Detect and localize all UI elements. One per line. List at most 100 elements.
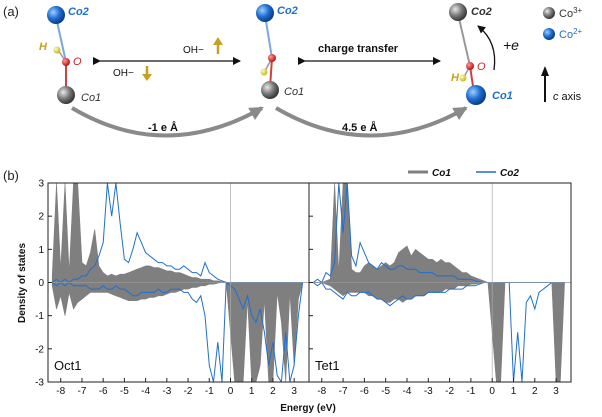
x-tick-label: -6 bbox=[99, 386, 108, 397]
dos-plot-tet1: -8 -7 -6 -5 -4 -3 -2 -1 0 1 2 3 Tet1 bbox=[308, 182, 572, 397]
oh-down-arrow-icon bbox=[142, 66, 152, 81]
legend-co3-text: Co bbox=[559, 8, 573, 20]
y-tick-label: 3 bbox=[38, 179, 44, 190]
x-tick-label: 2 bbox=[532, 386, 538, 397]
curve-arrow-2 bbox=[274, 106, 468, 138]
label-h: H bbox=[39, 41, 48, 53]
subplot-title: Oct1 bbox=[54, 358, 81, 373]
y-tick-label: -3 bbox=[35, 378, 44, 389]
x-tick-label: -5 bbox=[381, 386, 390, 397]
electron-transfer-arrow bbox=[477, 25, 496, 71]
label-co2: Co2 bbox=[471, 6, 492, 18]
x-tick-label: -4 bbox=[141, 386, 150, 397]
x-tick-label: 2 bbox=[270, 386, 276, 397]
structure-right: Co2 O H Co1 +e bbox=[449, 3, 519, 105]
legend-co3-sup: 3+ bbox=[573, 6, 582, 15]
bond-co2-o bbox=[55, 16, 67, 63]
structure-left: Co2 H O Co1 bbox=[39, 6, 101, 104]
x-tick-label: -3 bbox=[424, 386, 433, 397]
atom-hydrogen bbox=[53, 46, 61, 54]
x-tick-label: -2 bbox=[184, 386, 193, 397]
curve-arrow-1 bbox=[70, 106, 264, 138]
legend-co2-sup: 2+ bbox=[573, 27, 582, 36]
curve-arrow-1-label: -1 e Å bbox=[148, 121, 178, 134]
x-tick-label: -7 bbox=[339, 386, 348, 397]
subplot-title: Tet1 bbox=[315, 358, 340, 373]
series-co2-down-line bbox=[51, 281, 304, 382]
legend-co3-grey-icon bbox=[543, 7, 555, 19]
x-tick-label: -3 bbox=[162, 386, 171, 397]
legend-co1-label: Co1 bbox=[432, 168, 451, 179]
legend-co2-label: Co2 bbox=[500, 168, 519, 179]
x-tick-label: -2 bbox=[445, 386, 454, 397]
dos-plot-oct1: -3 -2 -1 0 1 2 3 -8 -7 -6 -5 -4 -3 -2 -1 0 1 2 3 Oct1 bbox=[35, 179, 310, 397]
structure-middle: Co2 Co1 bbox=[256, 4, 304, 99]
legend-co2-blue-icon bbox=[543, 28, 555, 40]
atom-co1-grey bbox=[57, 86, 75, 104]
oh-exchange-arrow: OH− OH− bbox=[93, 37, 241, 81]
c-axis-rest: axis bbox=[559, 91, 582, 103]
label-co1: Co1 bbox=[492, 90, 513, 102]
atom-oxygen bbox=[62, 58, 70, 66]
oh-up-label: OH− bbox=[183, 45, 204, 56]
plus-e-label: +e bbox=[503, 37, 519, 53]
ion-legend: Co3+ Co2+ bbox=[543, 6, 583, 41]
x-tick-label: 1 bbox=[249, 386, 255, 397]
label-o: O bbox=[477, 61, 486, 73]
x-tick-label: -1 bbox=[466, 386, 475, 397]
x-axis-label: Energy (eV) bbox=[280, 403, 336, 414]
x-tick-label: 0 bbox=[228, 386, 234, 397]
atom-hydrogen bbox=[260, 68, 268, 76]
c-axis-c: c bbox=[553, 91, 559, 103]
atom-oxygen bbox=[466, 62, 474, 70]
label-co2: Co2 bbox=[277, 5, 298, 17]
legend-co2-text: Co bbox=[559, 29, 573, 41]
label-co1: Co1 bbox=[81, 92, 101, 104]
series-co1-up-fill bbox=[51, 183, 303, 283]
x-tick-label: 0 bbox=[489, 386, 495, 397]
svg-text:Co3+: Co3+ bbox=[559, 6, 583, 20]
x-tick-label: 1 bbox=[511, 386, 517, 397]
x-tick-label: -8 bbox=[56, 386, 65, 397]
atom-co3-grey bbox=[449, 3, 467, 21]
y-tick-label: -2 bbox=[35, 344, 44, 355]
oh-up-arrow-icon bbox=[213, 37, 223, 54]
label-h: H bbox=[451, 72, 460, 84]
x-tick-label: -1 bbox=[205, 386, 214, 397]
curve-arrow-2-label: 4.5 e Å bbox=[342, 121, 378, 134]
atom-co2-blue bbox=[466, 85, 486, 105]
x-tick-label: -5 bbox=[120, 386, 129, 397]
panel-b-label: (b) bbox=[3, 168, 19, 183]
x-tick-label: -8 bbox=[317, 386, 326, 397]
y-tick-label: 1 bbox=[38, 245, 44, 256]
c-axis-indicator: c axis bbox=[541, 66, 582, 103]
series-co1-up-fill bbox=[313, 183, 565, 283]
panel-a-label: (a) bbox=[3, 4, 19, 19]
x-tick-label: -4 bbox=[403, 386, 412, 397]
series-co1-down-fill bbox=[51, 282, 303, 382]
x-tick-label: 3 bbox=[291, 386, 297, 397]
atom-hydrogen bbox=[459, 74, 467, 82]
panel-b: (b) Density of states Energy (eV) Co1 Co… bbox=[3, 168, 572, 414]
y-axis-label: Density of states bbox=[17, 243, 28, 323]
svg-text:Co2+: Co2+ bbox=[559, 27, 583, 41]
dos-legend: Co1 Co2 bbox=[408, 168, 519, 179]
oh-down-label: OH− bbox=[113, 68, 134, 79]
label-co1: Co1 bbox=[284, 86, 304, 98]
plot-area bbox=[51, 183, 304, 382]
x-tick-label: -6 bbox=[360, 386, 369, 397]
x-tick-label: -7 bbox=[77, 386, 86, 397]
label-co2: Co2 bbox=[68, 6, 89, 18]
atom-co2-blue bbox=[47, 6, 65, 24]
atom-co2-blue bbox=[256, 4, 274, 22]
atom-co1-grey bbox=[261, 81, 279, 99]
y-tick-label: -1 bbox=[35, 311, 44, 322]
x-tick-label: 3 bbox=[553, 386, 559, 397]
y-tick-label: 2 bbox=[38, 212, 44, 223]
series-co2-down-line bbox=[312, 281, 565, 382]
charge-transfer-arrow: charge transfer bbox=[298, 43, 441, 65]
label-o: O bbox=[73, 56, 82, 68]
panel-a: (a) Co2 H O Co1 OH− OH− bbox=[3, 3, 583, 138]
y-tick-label: 0 bbox=[38, 278, 44, 289]
